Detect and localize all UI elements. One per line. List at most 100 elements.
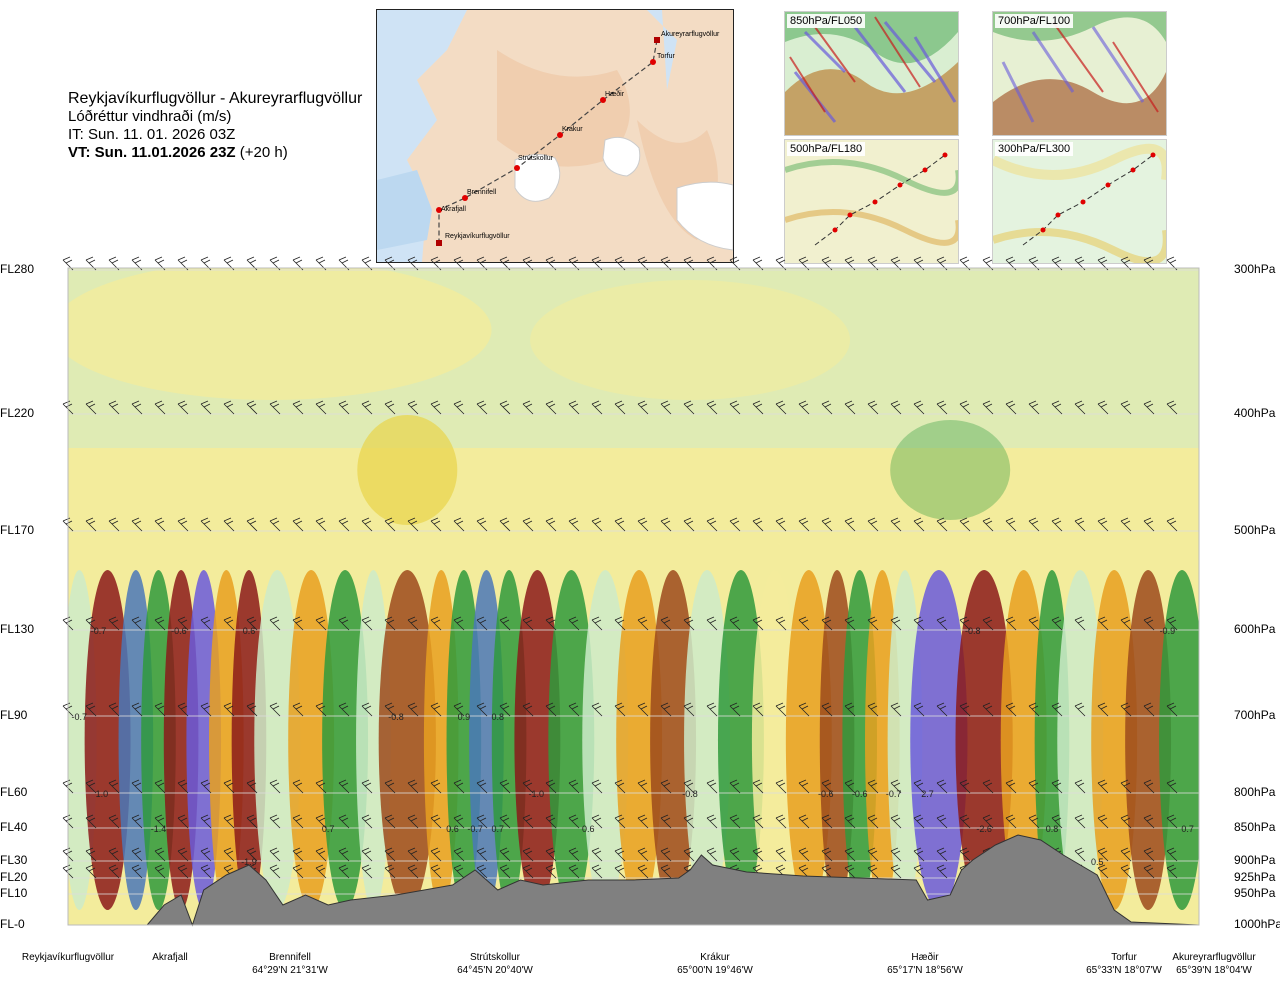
wind-barb	[568, 616, 580, 631]
thumbnail-500hpa-map	[785, 140, 958, 263]
waypoint-label: Torfur	[657, 53, 676, 60]
wind-barb	[476, 400, 488, 415]
wind-barb	[867, 400, 879, 415]
wind-barb	[315, 864, 327, 879]
wind-barb	[292, 702, 304, 717]
wind-barb	[568, 702, 580, 717]
wind-barb	[1166, 400, 1178, 415]
wind-barb	[476, 814, 488, 829]
wind-barb	[1005, 400, 1017, 415]
contour-band	[887, 570, 923, 910]
issue-time: IT: Sun. 11. 01. 2026 03Z	[68, 126, 236, 143]
wind-barb	[890, 400, 902, 415]
thumbnail-label: 500hPa/FL180	[787, 142, 866, 156]
wind-barb	[476, 517, 488, 532]
fl-axis-label: FL280	[0, 262, 35, 276]
terrain	[67, 267, 1200, 927]
wind-barb	[453, 847, 465, 862]
wind-barb	[1051, 400, 1063, 415]
thumbnail-300hpa[interactable]: 300hPa/FL300	[992, 139, 1167, 264]
wind-barb	[982, 814, 994, 829]
wind-barb	[384, 779, 396, 794]
waypoint-marker-haedir	[600, 97, 606, 103]
wind-barb	[269, 779, 281, 794]
wind-barb	[545, 814, 557, 829]
wind-barb	[361, 517, 373, 532]
pressure-axis-label: 800hPa	[1234, 785, 1276, 799]
station-coord: 64°29'N 21°31'W	[252, 965, 328, 976]
fl-axis-label: FL170	[0, 523, 35, 537]
wind-barb	[338, 864, 350, 879]
lead-time: (+20 h)	[239, 144, 288, 161]
waypoint-marker-torfur	[650, 59, 656, 65]
waypoint-marker-akrafjall	[436, 207, 442, 213]
wind-barb	[522, 814, 534, 829]
wind-barb	[614, 864, 626, 879]
wind-barb	[614, 616, 626, 631]
wind-barb	[752, 400, 764, 415]
wind-barb	[1120, 400, 1132, 415]
station-name: Krákur	[700, 952, 730, 963]
wind-barb	[407, 400, 419, 415]
wind-barb	[407, 517, 419, 532]
wind-barb	[913, 779, 925, 794]
wind-barb	[936, 864, 948, 879]
wind-barb	[982, 616, 994, 631]
value-label: 0.6	[243, 626, 256, 636]
wind-barb	[637, 779, 649, 794]
wind-barb	[108, 864, 120, 879]
valid-time-line: VT: Sun. 11.01.2026 23Z (+20 h)	[68, 144, 378, 162]
wind-barb	[1097, 517, 1109, 532]
wind-barb	[660, 400, 672, 415]
wind-barb	[338, 517, 350, 532]
value-label: 2.7	[921, 789, 934, 799]
wind-barb	[223, 814, 235, 829]
wind-barb	[545, 616, 557, 631]
value-label: 0.9	[458, 712, 471, 722]
wind-barb	[384, 847, 396, 862]
station-name: Hæðir	[911, 952, 939, 963]
pressure-axis-label: 500hPa	[1234, 523, 1276, 537]
wind-barb	[936, 400, 948, 415]
wind-barb	[338, 702, 350, 717]
fl-axis-label: FL40	[0, 820, 28, 834]
route-map-svg: Akureyrarflugvöllur Torfur Hæðir Krákur …	[377, 10, 733, 262]
wind-barb	[729, 517, 741, 532]
wind-barb	[683, 702, 695, 717]
wind-barb	[200, 517, 212, 532]
wind-barb	[821, 814, 833, 829]
wind-barb	[637, 702, 649, 717]
station-label: Brennifell 64°29'N 21°31'W	[230, 951, 350, 977]
wind-barb	[637, 814, 649, 829]
wind-barb	[844, 616, 856, 631]
upper-field	[890, 420, 1011, 520]
wind-barb	[1097, 864, 1109, 879]
wind-barb	[1005, 517, 1017, 532]
wind-barb	[1097, 616, 1109, 631]
thumbnail-850hpa[interactable]: 850hPa/FL050	[784, 11, 959, 136]
waypoint-marker-strutskollur	[514, 165, 520, 171]
wind-barb	[568, 779, 580, 794]
wind-barb	[982, 702, 994, 717]
wind-barb	[1166, 702, 1178, 717]
wind-barb	[867, 814, 879, 829]
wind-barb	[154, 864, 166, 879]
wind-barb	[660, 847, 672, 862]
wind-barb	[154, 847, 166, 862]
wind-barb	[798, 814, 810, 829]
wind-barb	[269, 517, 281, 532]
wind-barb	[959, 702, 971, 717]
wind-barb	[729, 779, 741, 794]
wind-barb	[384, 400, 396, 415]
thumbnail-500hpa[interactable]: 500hPa/FL180	[784, 139, 959, 264]
waypoint-label: Akureyrarflugvöllur	[661, 31, 720, 38]
waypoint-marker-akureyri	[654, 37, 660, 43]
thumbnail-700hpa[interactable]: 700hPa/FL100	[992, 11, 1167, 136]
wind-barb	[821, 616, 833, 631]
station-name: Akureyrarflugvöllur	[1172, 952, 1256, 963]
wind-barb	[821, 779, 833, 794]
wind-barb	[706, 400, 718, 415]
contour-band	[1000, 570, 1047, 910]
wind-barb	[913, 814, 925, 829]
